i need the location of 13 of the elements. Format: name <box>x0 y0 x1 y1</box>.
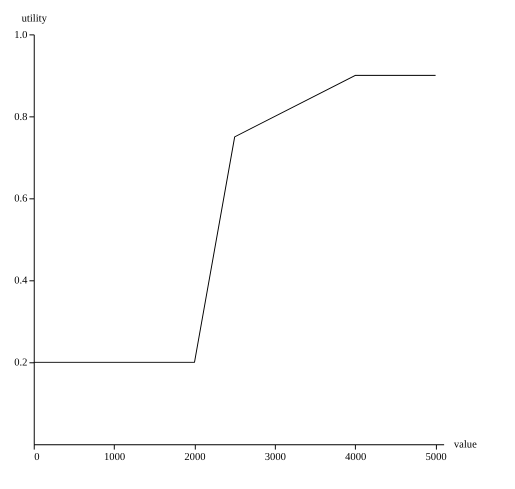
y-tick-label: 0.6 <box>14 194 28 205</box>
x-axis-title: value <box>454 440 478 451</box>
y-tick-label: 1.0 <box>14 30 28 41</box>
y-axis-title: utility <box>22 13 48 24</box>
y-tick-label: 0.8 <box>14 112 28 123</box>
x-tick-label: 2000 <box>184 452 206 464</box>
y-tick-label: 0.4 <box>14 276 28 287</box>
x-tick-label: 4000 <box>345 452 366 464</box>
x-tick-label: 1000 <box>104 452 126 464</box>
x-tick-label: 3000 <box>264 452 286 464</box>
y-tick-label: 0.2 <box>14 358 28 369</box>
x-tick-label: 0 <box>34 452 40 464</box>
x-tick-label: 5000 <box>425 452 447 464</box>
